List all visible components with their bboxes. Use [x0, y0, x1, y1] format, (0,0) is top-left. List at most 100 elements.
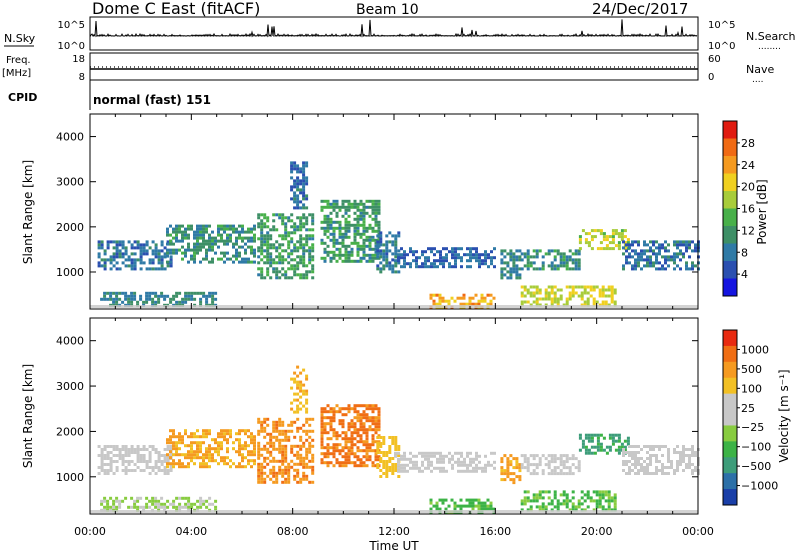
cell — [326, 214, 330, 218]
cell — [238, 453, 241, 457]
cell — [341, 259, 345, 263]
cell — [589, 285, 593, 289]
cell — [424, 466, 427, 470]
cell — [353, 455, 357, 459]
cell — [335, 431, 339, 435]
cell — [272, 459, 276, 463]
cell — [454, 247, 457, 251]
cell — [332, 241, 336, 245]
cell — [341, 199, 345, 203]
cell — [302, 161, 306, 165]
cell — [208, 242, 211, 246]
cell — [584, 238, 588, 242]
cell — [157, 460, 161, 463]
cell — [299, 380, 303, 384]
cell — [688, 448, 691, 451]
cell — [293, 273, 297, 277]
cell — [503, 273, 507, 277]
cell — [460, 259, 463, 263]
cell — [377, 416, 381, 420]
cell — [489, 293, 493, 297]
cell — [305, 273, 309, 277]
y-tick-label: 4000 — [56, 335, 84, 348]
cell — [311, 465, 315, 469]
cell — [308, 465, 312, 469]
cell — [133, 499, 137, 503]
cell — [587, 433, 591, 437]
cell — [305, 228, 309, 232]
cell — [553, 460, 557, 464]
cell — [625, 255, 628, 259]
cell — [178, 435, 181, 439]
cell — [442, 457, 445, 461]
cell — [377, 440, 381, 444]
cell — [595, 300, 599, 304]
cell — [320, 416, 324, 420]
cell — [335, 434, 339, 438]
cell — [172, 435, 175, 439]
cell — [332, 434, 336, 438]
cell — [483, 299, 487, 303]
cell — [293, 228, 297, 232]
cell — [260, 249, 264, 253]
cell — [112, 445, 116, 448]
cell — [118, 454, 122, 457]
cell — [475, 463, 478, 467]
cell — [278, 447, 282, 451]
cell — [238, 260, 241, 264]
cell — [341, 437, 345, 441]
cell — [362, 220, 366, 224]
cell — [535, 300, 539, 304]
cell — [208, 496, 212, 500]
cell — [299, 456, 303, 460]
cell — [238, 224, 241, 228]
cell — [394, 439, 398, 442]
cell — [475, 253, 478, 257]
cell — [281, 261, 285, 265]
cell — [605, 238, 609, 242]
cell — [172, 230, 175, 234]
cell — [436, 265, 439, 269]
cell — [136, 246, 140, 250]
cell — [302, 465, 306, 469]
cell — [296, 398, 300, 402]
cell — [620, 235, 624, 239]
nsearch-tick-bottom: 10^0 — [708, 41, 735, 52]
cell — [371, 410, 375, 414]
cell — [202, 459, 205, 463]
cell — [244, 429, 247, 433]
cell — [553, 255, 557, 259]
cell — [112, 291, 116, 295]
cell — [211, 300, 215, 304]
cell — [403, 469, 406, 473]
cell — [356, 434, 360, 438]
cell — [139, 460, 143, 463]
cell — [296, 167, 300, 171]
cell — [454, 250, 457, 254]
cell — [235, 438, 238, 442]
cell — [571, 490, 575, 494]
cell — [266, 255, 270, 259]
cell — [532, 499, 536, 503]
cell — [649, 261, 652, 265]
cell — [326, 422, 330, 426]
cell — [450, 296, 454, 300]
cell — [596, 445, 600, 449]
cell — [302, 444, 306, 448]
cell — [649, 472, 652, 475]
cell — [308, 261, 312, 265]
cell — [229, 224, 232, 228]
cell — [266, 246, 270, 250]
cell — [376, 436, 380, 439]
cell — [377, 208, 381, 212]
cell — [290, 170, 294, 174]
cell — [547, 463, 551, 467]
cell — [439, 253, 442, 257]
cell — [112, 448, 116, 451]
cell — [377, 202, 381, 206]
cell — [284, 225, 288, 229]
cell — [469, 265, 472, 269]
cell — [634, 445, 637, 448]
cell — [353, 461, 357, 465]
cell — [655, 469, 658, 472]
